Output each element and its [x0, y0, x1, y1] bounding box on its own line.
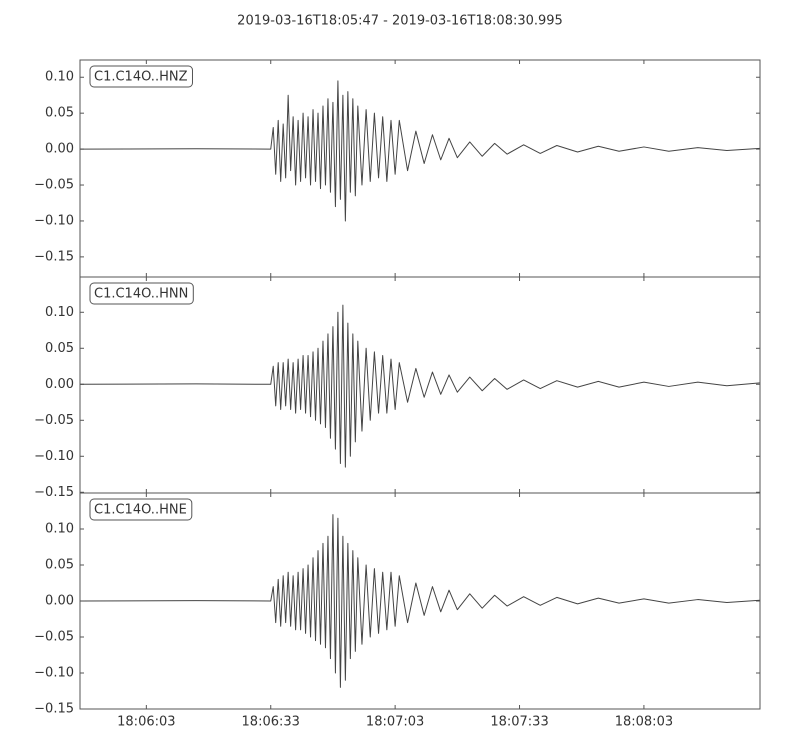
y-tick-label: 0.05 — [45, 341, 74, 356]
y-tick-label: −0.15 — [34, 485, 74, 500]
label-box — [89, 282, 194, 305]
y-tick-label: 0.00 — [45, 142, 74, 157]
panel-frame — [79, 59, 761, 278]
x-tick-label: 18:06:33 — [242, 715, 300, 730]
waveform — [80, 304, 760, 468]
y-tick-label: −0.05 — [34, 413, 74, 428]
y-tick-label: 0.05 — [45, 106, 74, 121]
y-tick-label: −0.10 — [34, 666, 74, 681]
x-tick-label: 18:08:03 — [615, 715, 673, 730]
chart-title: 2019-03-16T18:05:47 - 2019-03-16T18:08:3… — [237, 14, 563, 29]
trace-label: C1.C14O..HNN — [94, 287, 188, 302]
label-box — [89, 498, 193, 521]
y-tick-label: 0.10 — [45, 522, 74, 537]
panel-frame — [79, 492, 761, 710]
y-tick-label: −0.15 — [34, 249, 74, 264]
y-tick-label: 0.10 — [45, 70, 74, 85]
trace-label: C1.C14O..HNE — [94, 503, 187, 518]
x-tick-label: 18:06:03 — [117, 715, 175, 730]
y-tick-label: 0.10 — [45, 305, 74, 320]
label-box — [89, 65, 193, 88]
y-tick-label: −0.10 — [34, 449, 74, 464]
y-tick-label: −0.05 — [34, 178, 74, 193]
x-tick-label: 18:07:33 — [490, 715, 548, 730]
y-tick-label: 0.05 — [45, 558, 74, 573]
y-tick-label: 0.00 — [45, 377, 74, 392]
x-tick-label: 18:07:03 — [366, 715, 424, 730]
waveform — [80, 80, 760, 222]
y-tick-label: −0.05 — [34, 630, 74, 645]
y-tick-label: −0.10 — [34, 213, 74, 228]
waveform — [80, 514, 760, 688]
y-tick-label: −0.15 — [34, 702, 74, 717]
y-tick-label: 0.00 — [45, 594, 74, 609]
trace-label: C1.C14O..HNZ — [94, 70, 188, 85]
